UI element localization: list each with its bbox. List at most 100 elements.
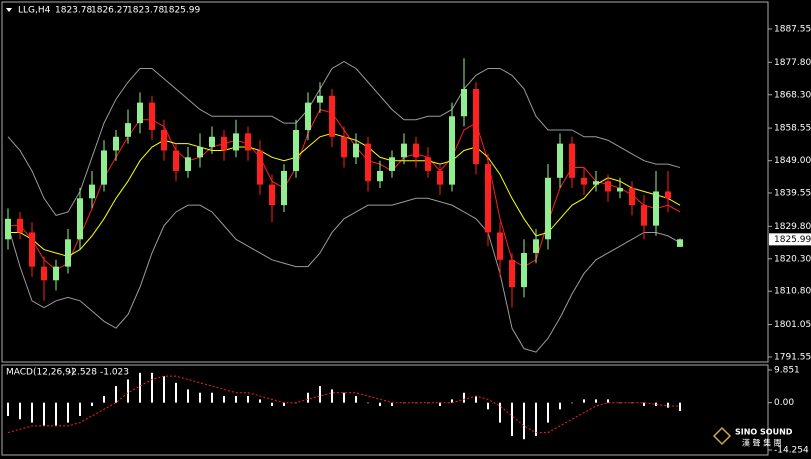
macd-bar <box>139 372 141 403</box>
candle-body <box>389 157 395 171</box>
candle-body <box>653 191 659 226</box>
candle-body <box>221 136 227 151</box>
logo: SINO SOUND 漢 聲 集 團 <box>712 426 793 448</box>
candle-body <box>77 198 83 240</box>
macd-bar <box>79 402 81 416</box>
macd-bar <box>391 402 393 407</box>
macd-bar <box>115 386 117 403</box>
macd-bar <box>439 402 441 407</box>
macd-bar <box>283 402 285 407</box>
macd-bar <box>367 402 369 404</box>
signal-line <box>7 375 681 434</box>
y-tick-label: 1801.05 <box>774 320 811 330</box>
candle-body <box>461 88 467 117</box>
candle-body <box>677 239 683 247</box>
macd-bar <box>67 402 69 423</box>
macd-bar <box>31 402 33 423</box>
macd-bar <box>355 396 357 403</box>
candle-body <box>557 143 563 178</box>
macd-bar <box>571 402 573 404</box>
candle-body <box>257 150 263 185</box>
candle-body <box>245 133 251 151</box>
macd-bar <box>307 392 309 403</box>
candle-body <box>353 143 359 158</box>
candle-body <box>65 239 71 267</box>
candle-body <box>281 170 287 206</box>
candle-body <box>197 147 203 158</box>
y-tick-label: 1877.80 <box>774 58 811 68</box>
macd-bar <box>331 389 333 403</box>
menu-arrow[interactable] <box>6 8 12 12</box>
macd-bar <box>43 402 45 426</box>
macd-bar <box>319 386 321 403</box>
macd-bar <box>667 402 669 408</box>
y-tick-label: 1858.55 <box>774 124 811 134</box>
candle-body <box>365 143 371 182</box>
macd-bar <box>451 399 453 403</box>
macd-bar <box>679 402 681 412</box>
macd-bar <box>343 392 345 403</box>
macd-bar <box>523 402 525 440</box>
candle-body <box>161 129 167 151</box>
macd-bar <box>655 402 657 407</box>
indicator-line <box>7 197 681 353</box>
candle-body <box>53 266 59 281</box>
price-marker-box <box>769 233 811 246</box>
macd-bar <box>511 402 513 436</box>
candle-body <box>425 157 431 171</box>
macd-bar <box>499 402 501 423</box>
y-tick-label: 1820.30 <box>774 254 811 264</box>
candle-body <box>173 150 179 171</box>
candle-body <box>317 95 323 103</box>
candle-body <box>617 188 623 192</box>
price-marker: 1825.99 <box>774 235 811 245</box>
macd-bar <box>631 402 633 404</box>
candle-body <box>593 181 599 185</box>
candle-body <box>113 136 119 151</box>
candle-body <box>341 136 347 158</box>
macd-bar <box>235 396 237 403</box>
y-tick-label: 1829.80 <box>774 222 811 232</box>
price-frame <box>1 1 769 363</box>
indicator-line <box>7 61 681 216</box>
macd-bar <box>487 402 489 410</box>
y-tick-label: 9.851 <box>774 366 800 376</box>
candle-body <box>509 259 515 288</box>
candle-body <box>449 116 455 185</box>
candle-body <box>41 266 47 281</box>
macd-bar <box>463 392 465 403</box>
logo-name: SINO SOUND <box>735 428 793 437</box>
header-high: 1826.27 <box>91 6 128 16</box>
macd-bar <box>19 402 21 420</box>
candle-body <box>665 191 671 199</box>
candle-body <box>605 181 611 192</box>
candle-body <box>401 143 407 158</box>
macd-frame <box>1 364 769 456</box>
candle-body <box>89 184 95 199</box>
macd-bar <box>127 379 129 403</box>
candle-body <box>377 170 383 182</box>
logo-chinese: 漢 聲 集 團 <box>742 438 782 448</box>
candle-body <box>569 143 575 178</box>
macd-bar <box>595 399 597 403</box>
candle-body <box>521 252 527 288</box>
candle-body <box>185 157 191 171</box>
symbol-title: LLG,H4 <box>18 6 51 16</box>
macd-bar <box>199 392 201 403</box>
macd-bar <box>379 402 381 407</box>
macd-bar <box>643 402 645 407</box>
candle-body <box>497 232 503 260</box>
macd-bar <box>187 389 189 403</box>
candle-body <box>293 129 299 171</box>
candle-body <box>17 218 23 233</box>
macd-bar <box>247 396 249 403</box>
macd-bar <box>271 402 273 407</box>
candle-body <box>533 239 539 253</box>
candle-body <box>473 88 479 165</box>
macd-bar <box>607 399 609 403</box>
macd-bar <box>91 402 93 407</box>
macd-bar <box>223 396 225 403</box>
candle-body <box>5 218 11 240</box>
y-tick-label: 1839.55 <box>774 189 811 199</box>
